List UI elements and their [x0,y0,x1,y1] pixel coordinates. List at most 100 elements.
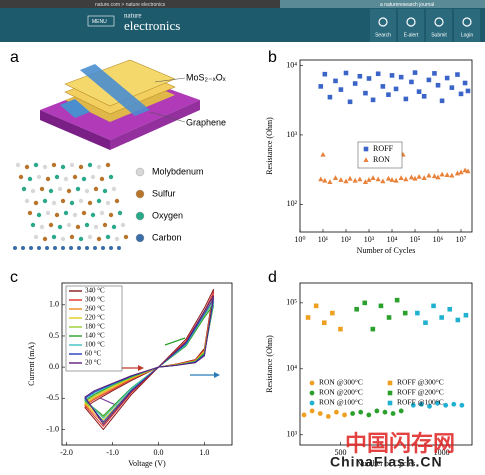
x-tick-label: 10³ [364,235,375,244]
point [416,173,422,179]
x-axis-label: Number of Cycles [357,459,416,468]
atom [45,210,51,216]
point [393,177,399,183]
icon [434,17,444,27]
legend-label: ROFF @200°C [397,388,444,397]
atom [57,186,63,192]
logo-top[interactable]: nature [124,12,142,20]
top-bar [0,0,485,8]
point [347,175,353,181]
atom [63,176,69,182]
point [394,297,400,303]
point [333,78,338,84]
header-icons: Search E-alert Submit Login [370,9,480,42]
point [362,300,368,306]
point [458,91,464,97]
atom [54,174,60,180]
chart: 10⁰ 10¹ 10² 10³ 10⁴ 10⁵ 10⁶ 10⁷ 10² 10³ 10⁴ Number … [265,59,473,255]
atom [42,198,48,204]
atom [42,236,48,242]
logo[interactable]: electronics [124,18,180,33]
atom [33,200,39,206]
point [439,171,445,177]
point [366,412,372,418]
atom [84,222,90,228]
atom [57,224,63,230]
icon-label: Submit [431,32,447,38]
menu-text[interactable]: MENU [92,19,107,25]
point [305,315,311,320]
atom [13,246,17,250]
atom [114,198,120,204]
x-tick-label: 10² [341,235,352,244]
point [402,310,408,316]
x-tick-label: 10⁵ [410,235,421,244]
atom [24,198,30,204]
tagline: a natureresearch journal [380,2,434,8]
atom [117,210,123,216]
legend-label: 220 °C [85,314,105,322]
atom [108,174,114,180]
point [426,172,432,178]
x-tick-label: -1.0 [106,448,119,457]
point [458,169,464,175]
atom [111,224,117,230]
atom [108,212,114,218]
y-tick-label: 1.0 [49,300,59,309]
x-tick-label: 500 [334,448,346,457]
y-axis-label: Resistance (Ohm) [265,117,274,175]
atom [21,246,25,250]
point [449,172,455,178]
point [451,401,457,407]
lattice-illustration [13,162,129,250]
atom [105,162,111,168]
series-line [84,295,215,426]
point [393,86,399,92]
legend-label: Molybdenum [152,166,204,176]
atom [36,212,42,218]
atom [78,236,84,242]
top-bar-right [280,0,485,8]
atom [45,176,51,182]
atom [53,246,57,250]
atom [120,222,126,228]
atom [93,224,99,230]
legend: ROFF RON [357,141,403,169]
atom [111,186,117,192]
point [380,178,386,184]
point [320,151,326,157]
point [409,79,414,85]
point [403,96,409,102]
atom [30,222,36,228]
atom [93,246,97,250]
point [347,99,353,105]
atom [63,210,69,216]
x-tick-label: 10⁶ [433,235,444,244]
atom [87,162,93,168]
legend-label: 140 °C [85,332,105,340]
legend-box [357,141,403,169]
point [386,92,391,97]
point [362,179,369,184]
y-axis-label: Current (mA) [27,342,36,386]
point [374,408,380,414]
point [432,71,437,76]
y-tick-label: 0.5 [49,331,59,340]
point [386,315,392,320]
point [444,172,450,177]
graphene-pad [60,99,90,118]
atom [90,174,96,180]
menu-button[interactable] [87,15,115,27]
atom [105,200,111,206]
y-tick-label: 10² [287,199,298,208]
legend-label: ROFF [373,144,394,153]
icon [378,17,388,27]
point [313,303,319,309]
atom [77,246,81,250]
breadcrumb[interactable]: nature.com > nature electronics [95,2,166,8]
atom [42,164,48,170]
atom [84,188,90,194]
atom [81,210,87,216]
legend-label: RON @200°C [319,388,363,397]
y-tick-label: 10³ [287,430,298,439]
